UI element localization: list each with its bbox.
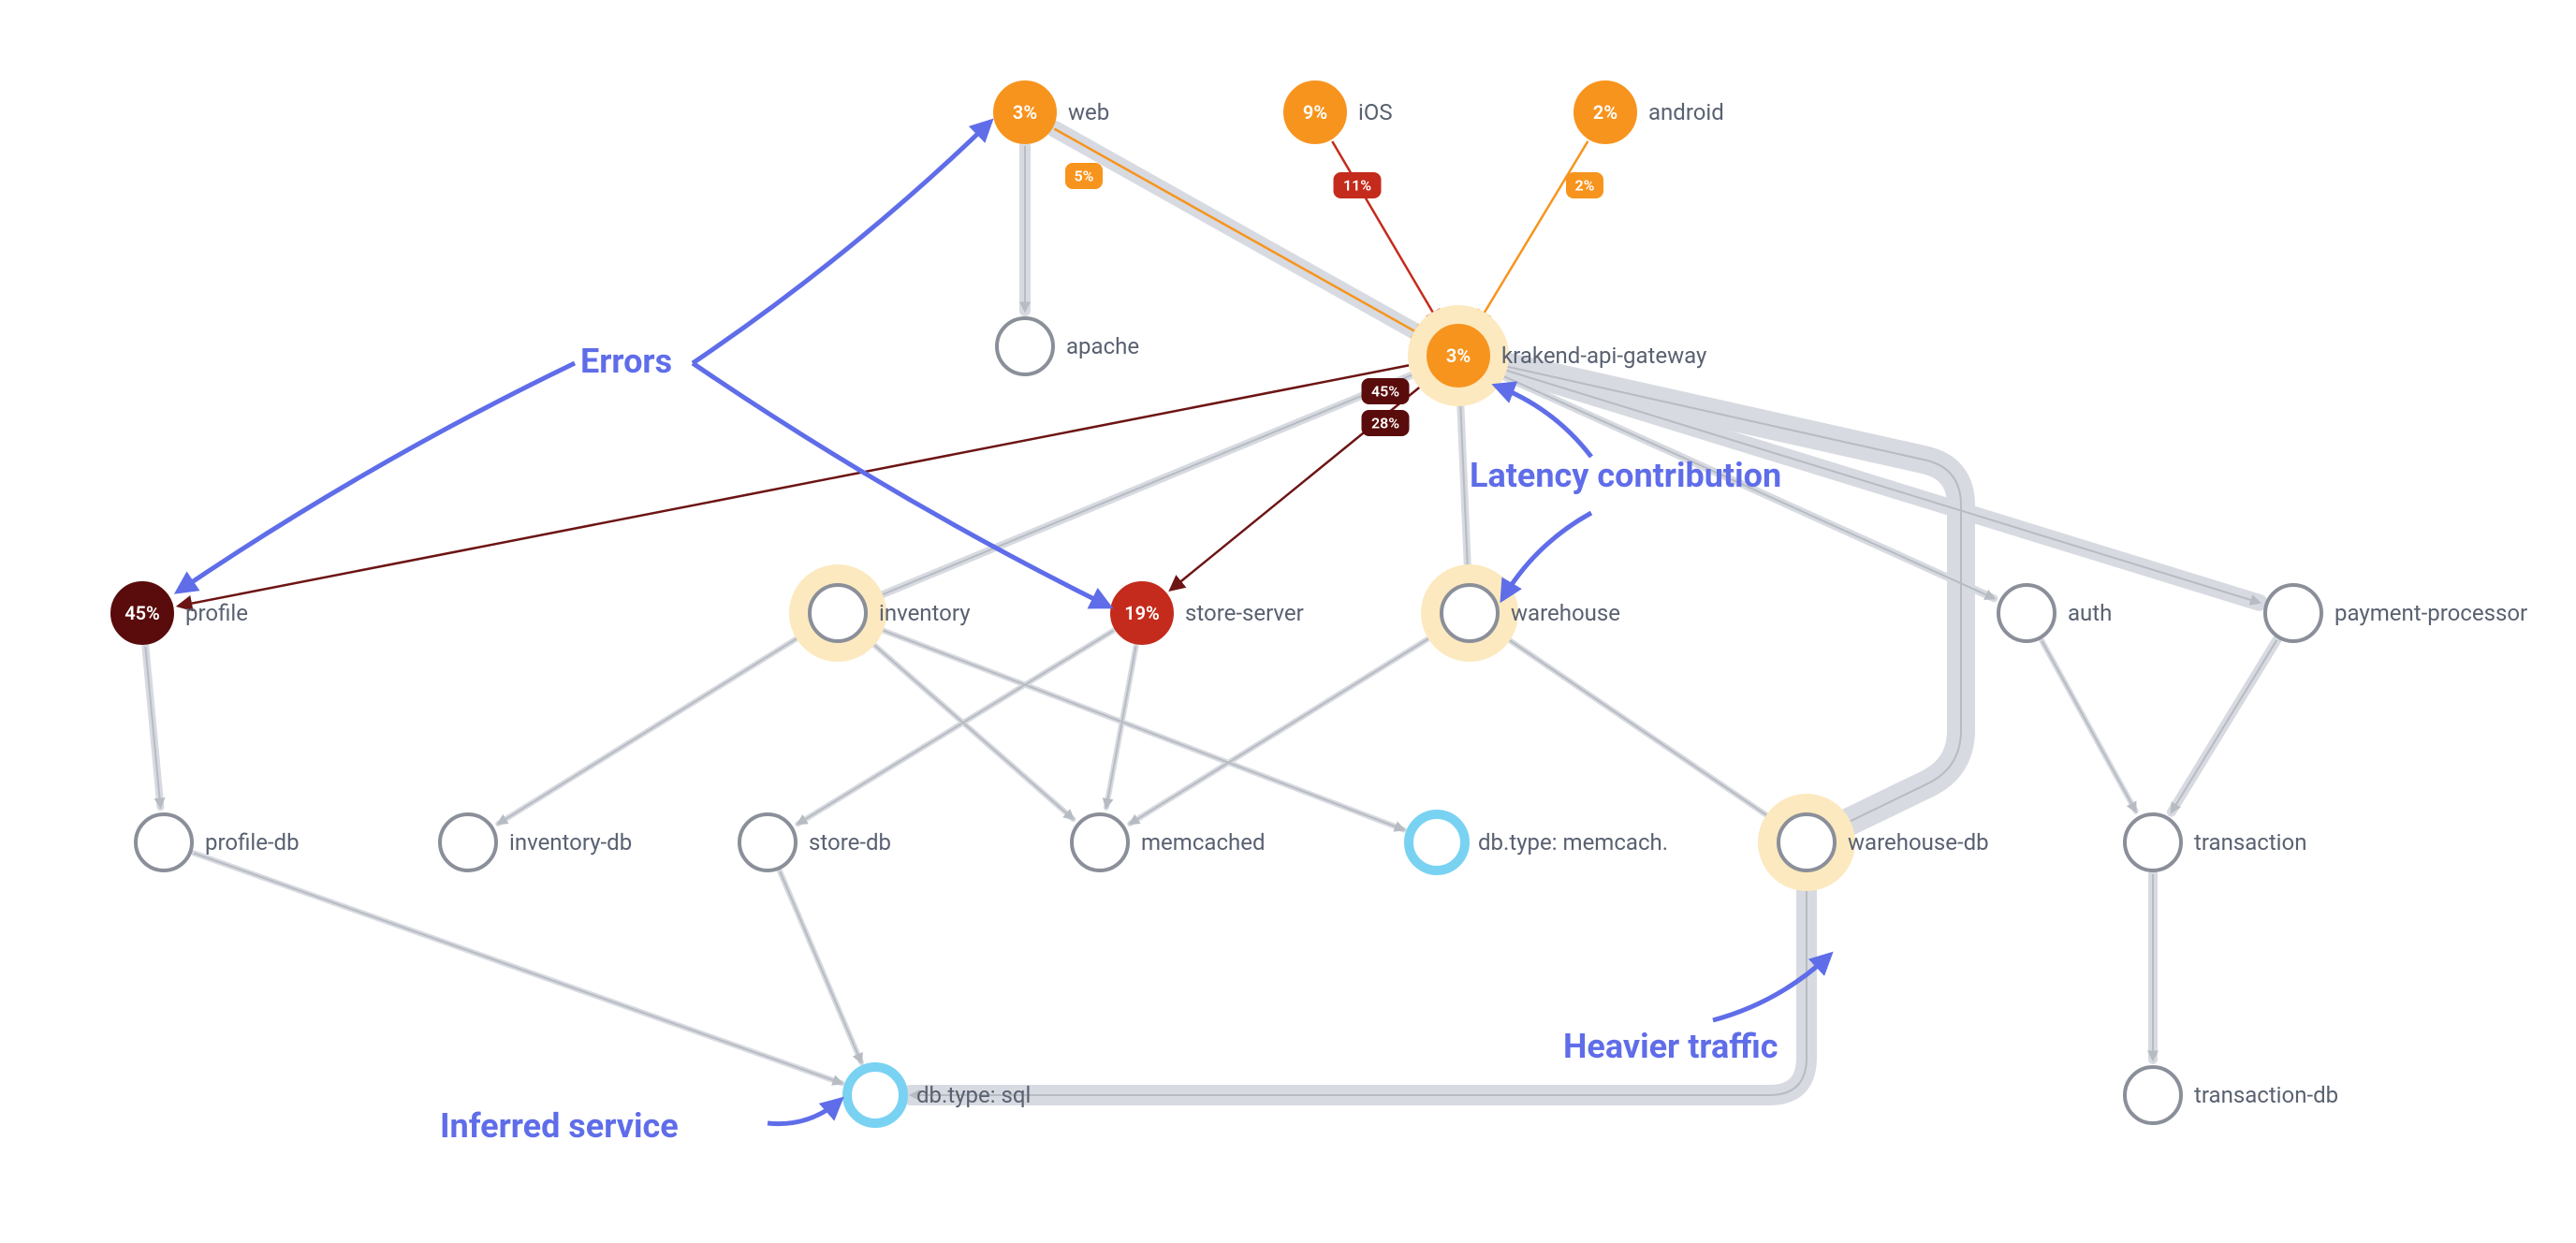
node-badge-gateway: 3% [1446,344,1471,367]
node-badge-android: 2% [1593,101,1617,124]
node-warehouse_db[interactable] [1778,814,1835,870]
edge-payment-transaction[interactable] [2172,640,2276,812]
node-label-profile: profile [185,600,248,626]
node-label-apache: apache [1066,333,1139,359]
edge-badges: 5% 11% 2% 45% 28% [1065,163,1603,436]
node-label-web: web [1068,99,1109,125]
node-label-inventory_db: inventory-db [509,829,632,855]
node-badge-store: 19% [1124,602,1160,624]
annotation-latency: Latency contribution [1470,456,1781,495]
node-label-auth: auth [2068,600,2112,626]
node-label-profile_db: profile-db [205,829,300,855]
edge-web-gateway[interactable] [1054,129,1426,338]
edge-badge-label-gateway-profile: 45% [1371,383,1399,401]
edge-warehouse-warehouse_db[interactable] [1496,631,1777,822]
edge-inventory-inventory_db[interactable] [498,630,811,824]
node-label-store: store-server [1185,600,1304,626]
node-payment[interactable] [2265,585,2321,641]
edge-auth-transaction[interactable] [2042,641,2135,812]
node-inventory[interactable] [810,585,866,641]
edge-badge-label-web-gateway: 5% [1075,168,1094,185]
node-db_memcach[interactable] [1409,814,1465,870]
annotation-arrow-errors [178,363,575,592]
node-memcached[interactable] [1072,814,1128,870]
node-badge-profile: 45% [124,602,160,624]
node-halos [789,305,1855,891]
edge-badge-label-gateway-store: 28% [1371,415,1399,432]
node-label-db_sql: db.type: sql [916,1082,1031,1108]
annotation-inferred: Inferred service [440,1106,679,1146]
node-label-store_db: store-db [809,829,891,855]
edge-badge-label-ios-gateway: 11% [1343,177,1371,195]
edge-profile_db-db_sql[interactable] [194,853,842,1083]
node-transaction_db[interactable] [2125,1067,2181,1123]
node-profile_db[interactable] [136,814,192,870]
node-warehouse[interactable] [1442,585,1498,641]
edge-gateway-inventory[interactable] [871,369,1427,600]
node-label-transaction_db: transaction-db [2194,1082,2338,1108]
edge-warehouse-memcached[interactable] [1130,630,1442,824]
edge-profile-profile_db[interactable] [145,647,160,807]
node-label-memcached: memcached [1141,829,1265,855]
annotation-arrow-latency [1502,513,1591,599]
annotation-arrow-errors [693,363,1109,607]
node-label-gateway: krakend-api-gateway [1501,343,1707,369]
node-apache[interactable] [997,318,1053,374]
annotation-errors: Errors [580,342,672,381]
node-badge-web: 3% [1013,101,1037,124]
edge-gateway-store[interactable] [1171,377,1432,590]
node-db_sql[interactable] [847,1067,903,1123]
node-label-payment: payment-processor [2334,600,2527,626]
edge-android-gateway[interactable] [1478,141,1588,324]
nodes: 3% web 9% iOS 2% android apache 3% krakend-api-g… [112,82,2527,1123]
annotation-arrow-errors [693,122,990,363]
node-label-android: android [1648,99,1724,125]
node-label-warehouse_db: warehouse-db [1848,829,1989,855]
edge-gateway-profile[interactable] [179,362,1425,606]
node-label-ios: iOS [1358,99,1393,125]
node-inventory_db[interactable] [440,814,496,870]
node-auth[interactable] [1998,585,2055,641]
edge-badge-label-android-gateway: 2% [1575,177,1595,195]
edge-store_db-db_sql[interactable] [780,871,861,1062]
node-transaction[interactable] [2125,814,2181,870]
node-label-inventory: inventory [879,600,971,626]
node-label-db_memcach: db.type: memcach. [1478,829,1668,855]
annotation-heavier: Heavier traffic [1563,1027,1778,1066]
node-badge-ios: 9% [1303,101,1327,124]
node-label-warehouse: warehouse [1511,600,1620,626]
annotation-arrow-inferred [768,1100,841,1124]
node-label-transaction: transaction [2194,829,2306,855]
annotations: Errors Latency contribution Heavier traffi… [178,122,1830,1146]
node-store_db[interactable] [739,814,796,870]
